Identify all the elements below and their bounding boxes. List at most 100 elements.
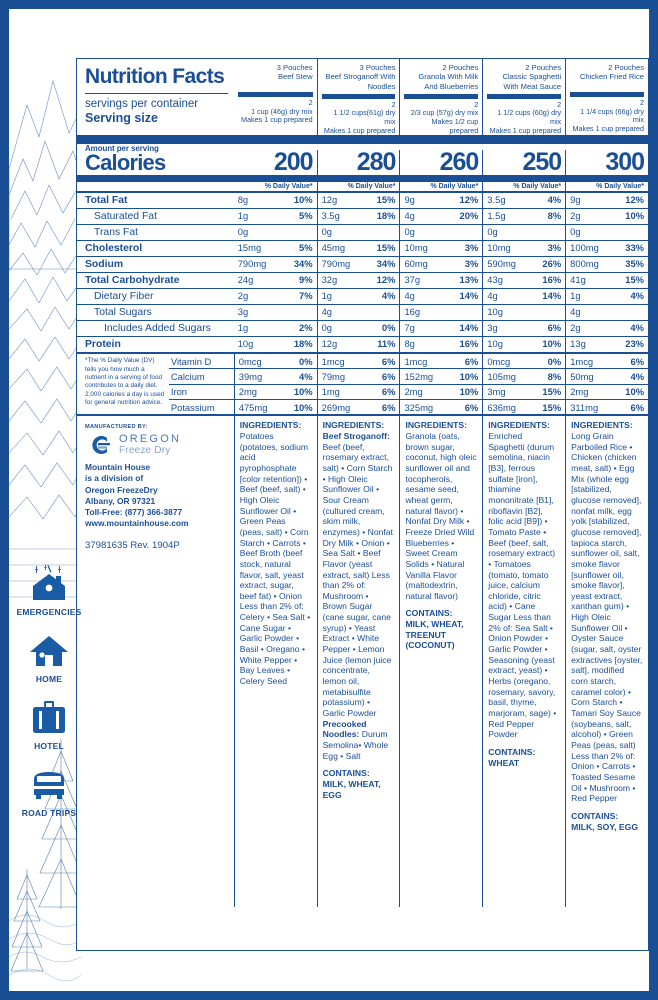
dv-header-4: % Daily Value*: [565, 182, 648, 192]
nutrient-cell: 8g 10%: [234, 193, 317, 208]
vitamin-amount: 39mg: [238, 370, 263, 382]
nutrient-amount: 1g: [321, 290, 333, 302]
vitamin-percent: 4%: [630, 370, 645, 382]
nutrient-amount: 0g: [237, 226, 249, 238]
vitamin-cell: 1mcg 6%: [566, 354, 648, 368]
nutrient-label: Dietary Fiber: [94, 291, 154, 303]
nutrient-amount: 4g: [487, 290, 498, 302]
ingredients-column-0: INGREDIENTS: Potatoes (potatoes, sodium …: [233, 416, 317, 908]
nutrient-cell: 100mg 33%: [565, 241, 648, 257]
nutrient-cell: 0g: [482, 225, 565, 241]
mountain-forest-illustration: [9, 79, 81, 982]
vitamin-cell: 3mg 15%: [483, 383, 566, 399]
revision-code: 37981635 Rev. 1904P: [85, 539, 180, 551]
nutrient-amount: 12g: [321, 338, 338, 350]
use-case-home: HOME: [26, 631, 72, 684]
nutrient-cell: 1g 4%: [316, 289, 400, 305]
manufactured-by-label: MANUFACTURED BY:: [85, 424, 148, 431]
nutrient-amount: 10mg: [404, 242, 428, 254]
nutrient-row: Total Carbohydrate 24g 9% 32g 12% 37g 13% 43g 16…: [77, 272, 648, 289]
daily-value-header-row: % Daily Value* % Daily Value* % Daily Va…: [77, 182, 648, 192]
oregon-freeze-dry-logo: OREGON Freeze Dry: [85, 434, 228, 456]
nutrient-label: Trans Fat: [94, 227, 139, 239]
nutrient-cell: 4g 14%: [482, 289, 565, 305]
nutrient-cell: 0g: [234, 225, 317, 240]
nutrient-amount: 4g: [404, 290, 415, 302]
nutrient-percent: 34%: [293, 258, 313, 270]
nutrient-row: Saturated Fat 1g 5% 3.5g 18% 4g 20% 1.5g 8% 2g 10%: [77, 208, 648, 225]
nutrient-cell: 13g 23%: [565, 337, 648, 353]
makes-value: Makes 1 cup prepared: [572, 123, 645, 133]
product-pouches: 2 Pouches: [442, 63, 479, 72]
calories-value-0: 200: [273, 148, 314, 177]
nutrient-cell: 10g: [482, 305, 565, 321]
nutrient-label: Cholesterol: [85, 243, 143, 255]
vitamin-percent: 8%: [547, 370, 562, 382]
vitamin-percent: 6%: [381, 386, 396, 398]
nutrient-cell: 10g 18%: [234, 337, 317, 352]
ingredients-body-2: Durum Semolina• Whole Egg • Salt: [322, 729, 389, 761]
nutrient-percent: 23%: [625, 338, 645, 350]
nutrient-percent: 12%: [459, 194, 479, 206]
nutrient-cell: 2g 7%: [234, 289, 317, 304]
vitamin-amount: 325mg: [404, 401, 434, 413]
vitamin-cell: 636mg 15%: [483, 399, 566, 414]
ofd-swirl-icon: [92, 436, 110, 455]
vitamin-percent: 10%: [293, 386, 313, 398]
nutrient-amount: 0g: [570, 226, 581, 238]
manufacturer-website[interactable]: www.mountainhouse.com: [85, 517, 189, 528]
nutrient-percent: 9%: [299, 274, 313, 286]
nutrient-cell: 2g 10%: [565, 209, 648, 225]
vitamin-amount: 0mcg: [487, 355, 511, 367]
nutrient-cell: 0g: [565, 225, 648, 241]
nutrient-amount: 10mg: [487, 242, 511, 254]
nutrient-row: Total Fat 8g 10% 12g 15% 9g 12% 3.5g 4% 9g 12%: [77, 191, 648, 209]
nutrient-row: Includes Added Sugars 1g 2% 0g 0% 7g 14% 3g 6% 2g…: [77, 320, 648, 337]
vitamin-amount: 2mg: [570, 386, 589, 398]
ingredients-body: Beef (beef, rosemary extract, salt) • Co…: [322, 441, 393, 719]
nutrient-percent: 16%: [542, 274, 562, 286]
vitamin-cell: 325mg 6%: [400, 399, 483, 414]
serving-size-value: 1 1/2 cups (60g) dry mix: [497, 108, 562, 127]
nutrient-label: Includes Added Sugars: [104, 323, 211, 335]
nutrient-cell: 45mg 15%: [316, 241, 400, 257]
nutrient-row: Trans Fat 0g 0g 0g 0g 0g: [77, 224, 648, 241]
amount-per-serving-label: Amount per serving: [85, 144, 159, 154]
vitamin-values-3: 0mcg 0% 105mg 8% 3mg 15% 636mg 15%: [482, 354, 566, 415]
nutrient-percent: 11%: [377, 338, 396, 350]
nutrient-cell: 43g 16%: [482, 273, 565, 289]
contains-statement: CONTAINS: MILK, WHEAT, TREENUT (COCONUT): [405, 608, 464, 651]
vitamin-amount: 475mg: [238, 401, 268, 413]
serving-size-value: 2/3 cup (57g) dry mix: [410, 108, 479, 118]
product-pouches: 3 Pouches: [276, 63, 313, 72]
vitamins-section: *The % Daily Value (DV) tells you how mu…: [77, 352, 649, 415]
nutrient-cell: 37g 13%: [399, 273, 482, 289]
title-divider: [85, 93, 228, 95]
calories-value-1: 280: [316, 150, 400, 176]
vitamin-cell: 475mg 10%: [234, 399, 317, 414]
nutrient-row: Protein 10g 18% 12g 11% 8g 16% 10g 10% 13g 23%: [77, 336, 648, 353]
ingredients-column-2: INGREDIENTS: Granola (oats, brown sugar,…: [399, 416, 482, 908]
vitamin-cell: 152mg 10%: [400, 368, 483, 383]
vitamin-amount: 1mcg: [404, 355, 428, 367]
use-case-label: ROAD TRIPS: [21, 808, 77, 818]
nutrient-amount: 1g: [237, 210, 249, 222]
serving-size-value: 1 1/4 cups (66g) dry mix: [580, 106, 645, 125]
nutrient-percent: 26%: [542, 258, 562, 270]
nutrient-row: Cholesterol 15mg 5% 45mg 15% 10mg 3% 10mg 3% 100m…: [77, 240, 648, 257]
nutrient-percent: 13%: [459, 274, 479, 286]
nutrient-percent: 5%: [299, 210, 313, 222]
nutrient-amount: 4g: [404, 210, 415, 222]
calories-bottom-bar: [77, 175, 648, 183]
nutrient-amount: 590mg: [487, 258, 516, 270]
vitamin-percent: 10%: [625, 386, 645, 398]
nutrient-percent: 4%: [630, 322, 644, 334]
product-name: Granola With Milk And Blueberries: [418, 72, 479, 91]
ingredients-column-1: INGREDIENTS: Beef Stroganoff: Beef (beef…: [316, 416, 400, 908]
vitamin-percent: 6%: [630, 355, 645, 367]
nutrient-percent: 5%: [299, 242, 313, 254]
nutrient-percent: 6%: [547, 322, 562, 334]
nutrient-label: Total Fat: [85, 195, 128, 207]
product-name: Beef Stroganoff With Noodles: [325, 72, 396, 91]
product-name: Chicken Fried Rice: [579, 72, 645, 82]
